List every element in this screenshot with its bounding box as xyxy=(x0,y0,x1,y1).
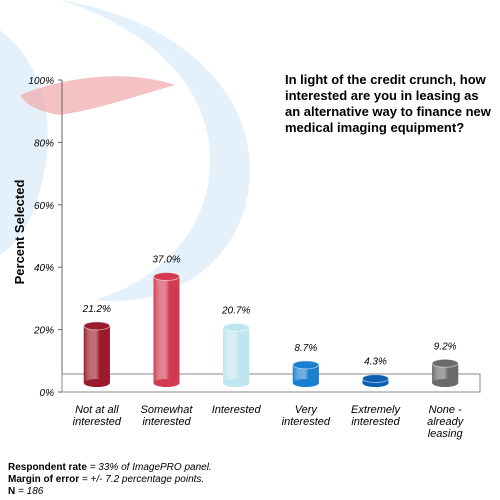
x-tick-label: Interested xyxy=(212,404,262,416)
x-tick-label: interested xyxy=(73,416,122,428)
data-label: 9.2% xyxy=(434,341,457,352)
x-tick-label: None - xyxy=(429,404,462,416)
x-tick-label: leasing xyxy=(428,428,464,440)
y-tick-label: 0% xyxy=(40,388,55,399)
bar-highlight xyxy=(83,325,110,383)
bar-highlight xyxy=(223,327,250,383)
respondent-rate-note: Respondent rate = 33% of ImagePRO panel. xyxy=(8,462,212,473)
chart-floor xyxy=(61,373,481,393)
x-tick-label: interested xyxy=(142,416,191,428)
x-tick-label: already xyxy=(427,416,465,428)
x-tick-label: interested xyxy=(351,416,400,428)
x-tick-label: Extremely xyxy=(351,404,401,416)
bar-base xyxy=(292,379,319,387)
footnotes: Respondent rate = 33% of ImagePRO panel.… xyxy=(8,462,212,498)
bar-base xyxy=(223,379,250,387)
data-label: 20.7% xyxy=(221,305,250,316)
data-label: 8.7% xyxy=(294,343,317,354)
bar-top xyxy=(222,322,250,332)
bar-base xyxy=(432,379,459,387)
data-label: 37.0% xyxy=(152,255,180,266)
bar-top xyxy=(431,358,459,368)
y-tick-label: 40% xyxy=(34,263,54,274)
data-label: 21.2% xyxy=(82,304,111,315)
x-tick-label: Not at all xyxy=(75,404,119,416)
bar-highlight xyxy=(292,364,319,383)
x-tick-label: interested xyxy=(282,416,331,428)
bar-base xyxy=(153,379,180,387)
margin-of-error-note: Margin of error = +/- 7.2 percentage poi… xyxy=(8,474,205,485)
bar-top xyxy=(153,272,180,282)
sample-size-note: N = 186 xyxy=(8,486,44,497)
bar-highlight xyxy=(432,363,459,383)
chart-title: In light of the credit crunch, how inter… xyxy=(285,72,491,135)
y-tick-label: 100% xyxy=(28,76,54,87)
y-axis-title: Percent Selected xyxy=(12,180,27,285)
bar-top xyxy=(362,374,389,384)
y-tick-label: 60% xyxy=(34,201,54,212)
x-tick-label: Somewhat xyxy=(141,404,194,416)
data-label: 4.3% xyxy=(364,357,387,368)
bar-base xyxy=(83,379,110,387)
bar-top xyxy=(292,360,320,370)
y-tick-label: 80% xyxy=(34,138,54,149)
bar-top xyxy=(83,321,111,331)
x-tick-label: Very xyxy=(295,404,319,416)
bar-highlight xyxy=(153,276,180,383)
y-tick-label: 20% xyxy=(33,326,54,337)
